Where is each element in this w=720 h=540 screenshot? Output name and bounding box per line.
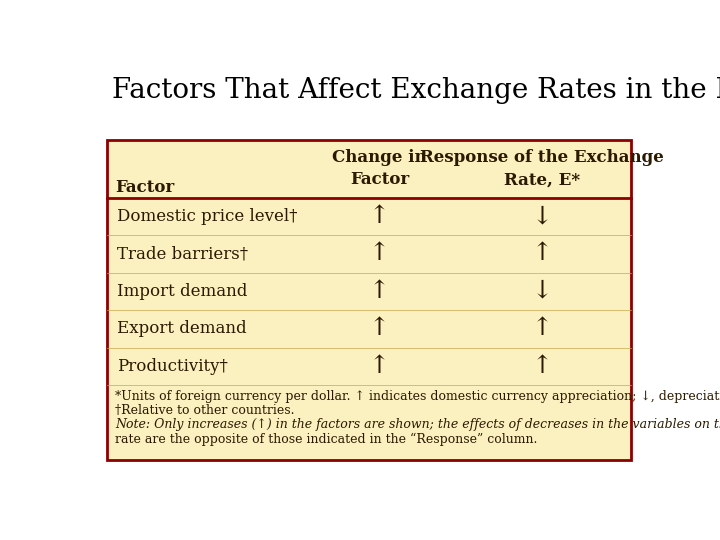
Text: ↑: ↑ bbox=[369, 280, 390, 303]
Text: rate are the opposite of those indicated in the “Response” column.: rate are the opposite of those indicated… bbox=[115, 433, 538, 446]
Text: ↑: ↑ bbox=[531, 242, 552, 266]
Text: ↑: ↑ bbox=[531, 355, 552, 378]
Text: Factor: Factor bbox=[115, 179, 174, 196]
Text: ↑: ↑ bbox=[369, 242, 390, 266]
Text: Export demand: Export demand bbox=[117, 320, 246, 338]
FancyBboxPatch shape bbox=[107, 140, 631, 460]
Text: Domestic price level†: Domestic price level† bbox=[117, 208, 297, 225]
Text: ↓: ↓ bbox=[531, 280, 552, 303]
Text: ↑: ↑ bbox=[531, 318, 552, 340]
Text: *Units of foreign currency per dollar. ↑ indicates domestic currency appreciatio: *Units of foreign currency per dollar. ↑… bbox=[115, 390, 720, 403]
Text: Response of the Exchange
Rate, E*: Response of the Exchange Rate, E* bbox=[420, 149, 664, 188]
Text: ↑: ↑ bbox=[369, 318, 390, 340]
Text: Note: Only increases (↑) in the factors are shown; the effects of decreases in t: Note: Only increases (↑) in the factors … bbox=[115, 418, 720, 431]
Text: Factors That Affect Exchange Rates in the Long Run: Factors That Affect Exchange Rates in th… bbox=[112, 77, 720, 104]
Text: †Relative to other countries.: †Relative to other countries. bbox=[115, 404, 294, 417]
Text: ↑: ↑ bbox=[369, 355, 390, 378]
Text: Productivity†: Productivity† bbox=[117, 358, 228, 375]
Text: ↓: ↓ bbox=[531, 205, 552, 228]
Text: Trade barriers†: Trade barriers† bbox=[117, 246, 248, 262]
Text: Import demand: Import demand bbox=[117, 283, 247, 300]
Text: Change in
Factor: Change in Factor bbox=[332, 149, 427, 188]
Text: ↑: ↑ bbox=[369, 205, 390, 228]
